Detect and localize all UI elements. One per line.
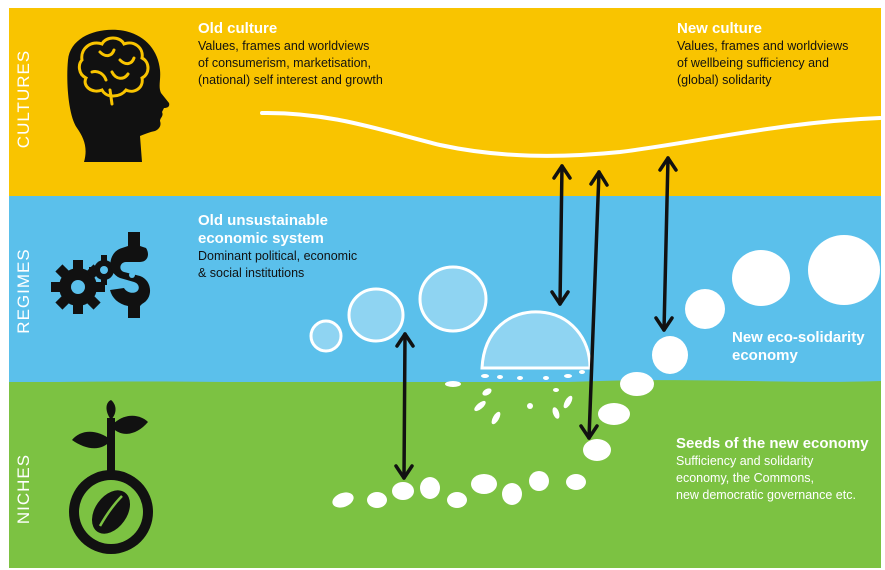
seed-pebbles (332, 471, 586, 508)
new-culture-block: New culture Values, frames and worldview… (677, 20, 877, 89)
seeds-block: Seeds of the new economy Sufficiency and… (676, 435, 881, 504)
arrow-niche-regime (394, 332, 415, 480)
dome-dissolving-marks (445, 370, 585, 425)
arrow-neweconomy-culture (654, 156, 678, 332)
new-economy-bubbles (583, 235, 880, 461)
seeds-title: Seeds of the new economy (676, 435, 869, 452)
seed-sprout-icon (69, 400, 153, 554)
seeds-text: Sufficiency and solidarity economy, the … (676, 454, 856, 502)
new-economy-title: New eco-solidarity economy (732, 329, 865, 364)
new-culture-title: New culture (677, 20, 763, 37)
gears-dollar-icon (51, 232, 151, 318)
interaction-arrows (394, 156, 678, 480)
old-system-text: Dominant political, economic & social in… (198, 249, 358, 280)
arrow-niche-culture (579, 170, 609, 440)
old-system-bubbles (309, 265, 488, 353)
new-economy-block: New eco-solidarity economy (732, 329, 882, 365)
new-culture-text: Values, frames and worldviews of wellbei… (677, 39, 849, 87)
regimes-niches-boundary (9, 380, 881, 388)
old-culture-title: Old culture (198, 20, 278, 37)
niches-layer-label: NICHES (14, 453, 33, 525)
old-system-title: Old unsustainable economic system (198, 212, 329, 247)
old-system-block: Old unsustainable economic system Domina… (198, 212, 418, 282)
cultures-layer-label: CULTURES (14, 49, 33, 149)
old-culture-text: Values, frames and worldviews of consume… (198, 39, 383, 87)
cultures-regimes-boundary (9, 196, 881, 204)
culture-shift-line (260, 110, 882, 158)
regimes-layer-label: REGIMES (14, 248, 33, 334)
niches-band (9, 382, 881, 568)
head-brain-icon (67, 29, 170, 162)
old-culture-block: Old culture Values, frames and worldview… (198, 20, 458, 89)
old-system-dome (480, 310, 592, 370)
arrow-regime-culture (550, 164, 572, 306)
